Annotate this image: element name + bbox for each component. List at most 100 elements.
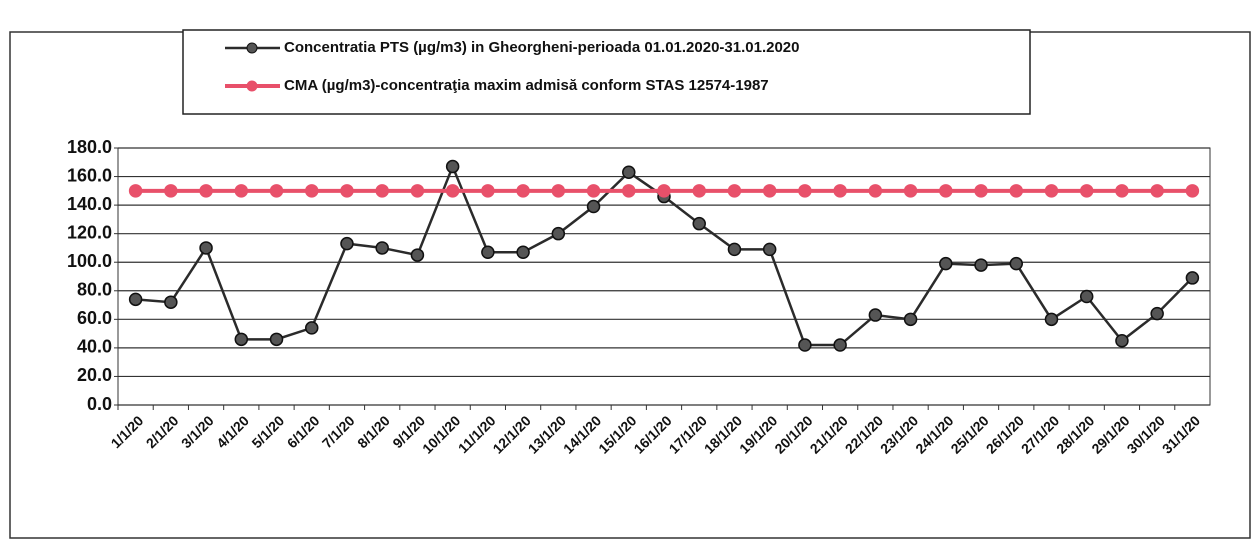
data-point: [622, 165, 636, 180]
data-point: [445, 159, 460, 174]
x-tick-label: 26/1/20: [983, 412, 1027, 456]
data-point: [692, 184, 706, 198]
data-point: [481, 245, 495, 259]
data-point: [586, 184, 601, 198]
data-point: [551, 226, 566, 241]
legend-box: [182, 29, 1031, 115]
data-point: [269, 332, 284, 347]
data-point: [269, 184, 284, 198]
data-point: [868, 184, 883, 198]
legend-label: CMA (µg/m3)-concentraţia maxim admisă co…: [284, 77, 769, 94]
data-point: [868, 308, 883, 322]
data-point: [903, 312, 918, 327]
y-tick-label: 0.0: [87, 394, 112, 414]
x-tick-label: 24/1/20: [912, 412, 956, 456]
data-point: [939, 184, 953, 198]
x-tick-label: 22/1/20: [842, 412, 886, 456]
x-tick-label: 30/1/20: [1124, 412, 1168, 456]
y-tick-label: 140.0: [67, 194, 112, 214]
x-tick-label: 21/1/20: [807, 412, 851, 456]
x-tick-label: 15/1/20: [595, 412, 639, 456]
data-point: [833, 338, 847, 352]
x-tick-label: 28/1/20: [1053, 412, 1097, 456]
data-point: [1079, 289, 1094, 304]
data-point: [903, 184, 918, 198]
x-tick-label: 16/1/20: [630, 412, 674, 456]
x-tick-label: 29/1/20: [1088, 412, 1132, 456]
data-point: [798, 338, 812, 352]
data-point: [551, 184, 566, 198]
x-tick-label: 7/1/20: [319, 412, 358, 451]
x-tick-label: 3/1/20: [178, 412, 217, 451]
data-point: [199, 241, 213, 255]
data-point: [516, 245, 530, 259]
y-tick-label: 60.0: [77, 308, 112, 328]
data-point: [1079, 184, 1094, 198]
data-point: [164, 295, 178, 309]
x-tick-label: 13/1/20: [525, 412, 569, 456]
data-point: [762, 184, 777, 198]
y-tick-label: 20.0: [77, 365, 112, 385]
data-point: [128, 184, 143, 198]
data-point: [410, 248, 425, 262]
y-tick-label: 180.0: [67, 137, 112, 157]
x-tick-label: 23/1/20: [877, 412, 921, 456]
x-tick-label: 25/1/20: [947, 412, 991, 456]
data-point: [1044, 184, 1059, 198]
x-tick-label: 10/1/20: [419, 412, 463, 456]
data-point: [586, 199, 601, 214]
x-tick-label: 2/1/20: [143, 412, 182, 451]
data-point: [128, 292, 143, 307]
data-point: [622, 184, 636, 198]
data-point: [481, 184, 495, 198]
data-point: [340, 184, 354, 198]
x-tick-label: 17/1/20: [666, 412, 710, 456]
x-tick-label: 18/1/20: [701, 412, 745, 456]
x-tick-label: 8/1/20: [354, 412, 393, 451]
y-tick-label: 120.0: [67, 222, 112, 242]
x-tick-label: 27/1/20: [1018, 412, 1062, 456]
x-tick-label: 1/1/20: [108, 412, 147, 451]
x-tick-label: 12/1/20: [489, 412, 533, 456]
data-point: [375, 184, 389, 198]
x-tick-label: 31/1/20: [1159, 412, 1203, 456]
data-point: [234, 184, 249, 198]
x-tick-label: 6/1/20: [284, 412, 323, 451]
data-point: [798, 184, 812, 198]
data-point: [1044, 312, 1059, 327]
x-tick-label: 14/1/20: [560, 412, 604, 456]
data-point: [1185, 271, 1200, 285]
y-tick-label: 100.0: [67, 251, 112, 271]
data-point: [1185, 184, 1200, 198]
data-point: [340, 236, 354, 251]
data-point: [234, 332, 249, 347]
data-point: [199, 184, 213, 198]
data-point: [1115, 184, 1129, 198]
y-tick-label: 40.0: [77, 337, 112, 357]
data-point: [727, 184, 742, 198]
y-tick-label: 160.0: [67, 165, 112, 185]
data-point: [1150, 306, 1164, 321]
data-point: [1115, 334, 1129, 348]
legend-marker: [246, 80, 258, 92]
x-tick-label: 19/1/20: [736, 412, 780, 456]
data-point: [727, 242, 742, 257]
data-point: [974, 184, 988, 198]
data-point: [762, 242, 777, 257]
data-point: [657, 184, 671, 198]
data-point: [516, 184, 530, 198]
data-point: [304, 184, 319, 198]
data-point: [445, 184, 460, 198]
data-point: [410, 184, 425, 198]
data-point: [375, 241, 389, 255]
data-point: [974, 258, 988, 272]
x-tick-label: 5/1/20: [248, 412, 287, 451]
x-tick-label: 20/1/20: [771, 412, 815, 456]
data-point: [1009, 184, 1024, 198]
x-tick-label: 4/1/20: [213, 412, 252, 451]
data-point: [304, 321, 319, 335]
legend-marker: [246, 42, 258, 54]
data-point: [1009, 256, 1024, 271]
legend-label: Concentratia PTS (µg/m3) in Gheorgheni-p…: [284, 39, 800, 56]
